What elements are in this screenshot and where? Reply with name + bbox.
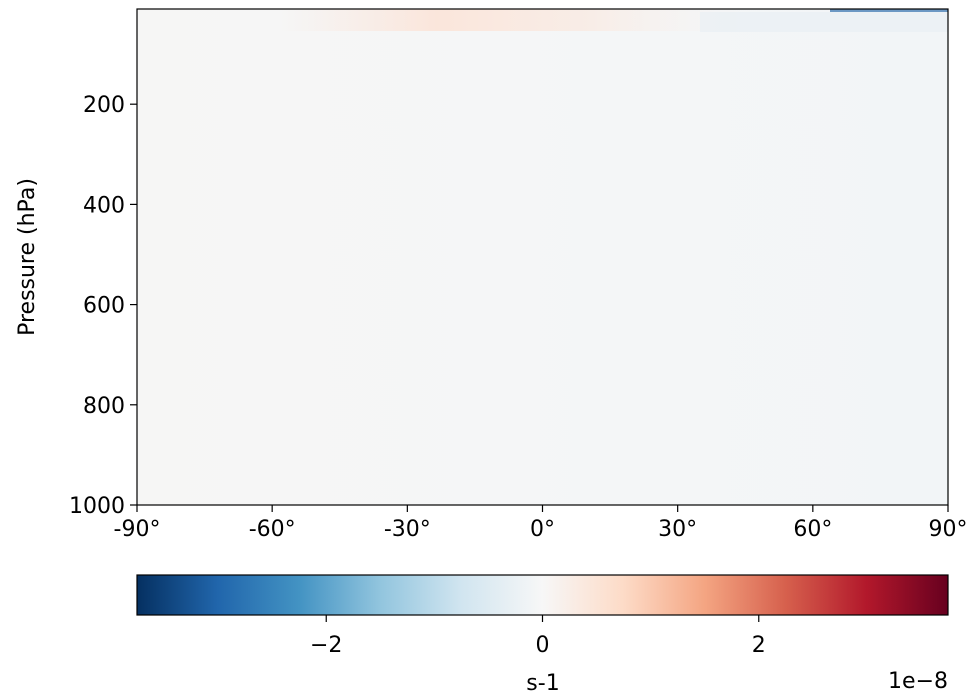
x-tick-label: 90° <box>929 517 968 542</box>
x-tick-label: 30° <box>658 517 697 542</box>
colorbar-offset-label: 1e−8 <box>888 669 948 694</box>
x-tick-label: 0° <box>530 517 555 542</box>
y-tick-label: 1000 <box>69 494 125 519</box>
colorbar-tick-label: 0 <box>536 633 550 658</box>
colorbar-tick-label: −2 <box>310 633 342 658</box>
plot-area <box>136 8 949 506</box>
heatmap-upper-warm-band <box>280 9 800 31</box>
x-tick-label: -30° <box>384 517 431 542</box>
y-tick-label: 600 <box>83 294 125 319</box>
y-axis: 200 400 600 800 1000 <box>69 93 137 519</box>
y-tick-label: 800 <box>83 394 125 419</box>
heatmap-top-negative-band <box>830 9 948 12</box>
y-axis-label: Pressure (hPa) <box>15 178 40 336</box>
x-axis: -90° -60° -30° 0° 30° 60° 90° <box>114 505 968 542</box>
colorbar-label: s-1 <box>526 671 559 696</box>
colorbar-ticks: −2 0 2 <box>310 615 766 658</box>
y-tick-label: 400 <box>83 193 125 218</box>
heatmap-field <box>137 9 948 505</box>
x-tick-label: -60° <box>249 517 296 542</box>
y-tick-label: 200 <box>83 93 125 118</box>
colorbar-tick-label: 2 <box>752 633 766 658</box>
colorbar: −2 0 2 s-1 1e−8 <box>136 574 949 696</box>
colorbar-gradient <box>136 574 949 616</box>
heatmap-top-cool-fringe <box>700 12 948 32</box>
x-tick-label: 60° <box>793 517 832 542</box>
x-tick-label: -90° <box>114 517 161 542</box>
